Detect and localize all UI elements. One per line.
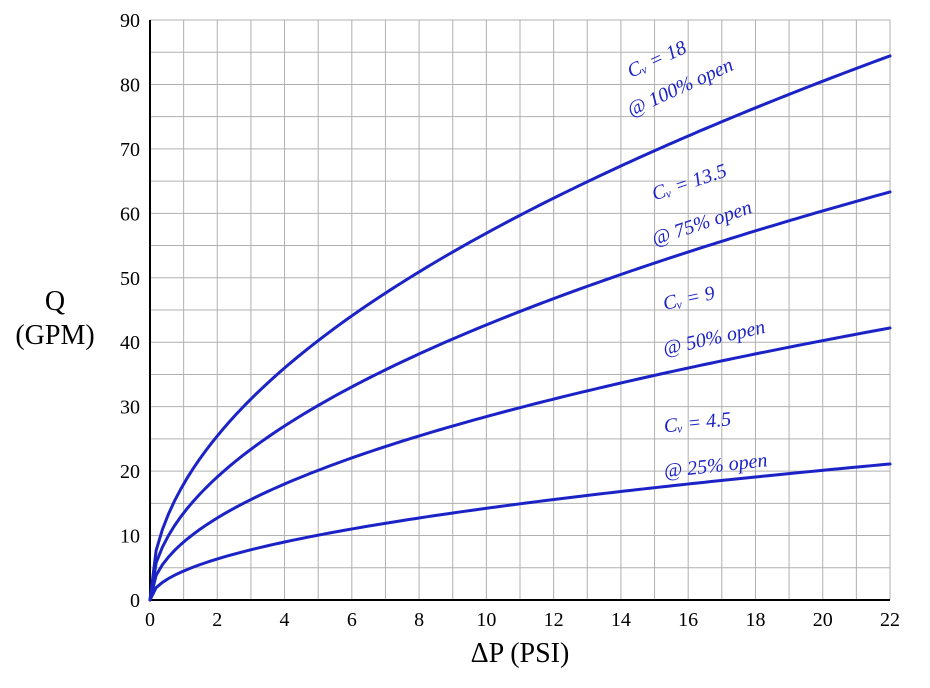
x-tick-label: 14	[611, 609, 631, 631]
chart-svg: 0 2 4 6 8 10 12 14 16 18 20 22 0 10 20 30 40 50 60 70 80 90 Q(…	[0, 0, 930, 688]
x-tick-label: 12	[544, 609, 564, 631]
y-tick-label: 30	[120, 397, 140, 419]
x-tick-label: 10	[476, 609, 496, 631]
y-tick-label: 0	[130, 590, 140, 612]
x-tick-label: 4	[280, 609, 290, 631]
x-tick-label: 2	[212, 609, 222, 631]
y-tick-label: 40	[120, 332, 140, 354]
y-tick-label: 60	[120, 203, 140, 225]
y-tick-label: 10	[120, 526, 140, 548]
y-axis-title-line2: (GPM)	[15, 320, 94, 351]
y-tick-label: 90	[120, 10, 140, 32]
flow-coefficient-chart: 0 2 4 6 8 10 12 14 16 18 20 22 0 10 20 30 40 50 60 70 80 90 Q(…	[0, 0, 930, 688]
y-tick-label: 80	[120, 74, 140, 96]
x-tick-label: 18	[745, 609, 765, 631]
x-tick-label: 20	[813, 609, 833, 631]
x-tick-label: 0	[145, 609, 155, 631]
y-tick-label: 50	[120, 268, 140, 290]
x-axis-title: ΔP (PSI)	[471, 638, 570, 669]
y-tick-label: 70	[120, 139, 140, 161]
x-tick-label: 22	[880, 609, 900, 631]
x-tick-label: 6	[347, 609, 357, 631]
x-tick-label: 8	[414, 609, 424, 631]
y-axis-title-line1: Q	[45, 286, 65, 317]
y-tick-label: 20	[120, 461, 140, 483]
x-tick-label: 16	[678, 609, 698, 631]
